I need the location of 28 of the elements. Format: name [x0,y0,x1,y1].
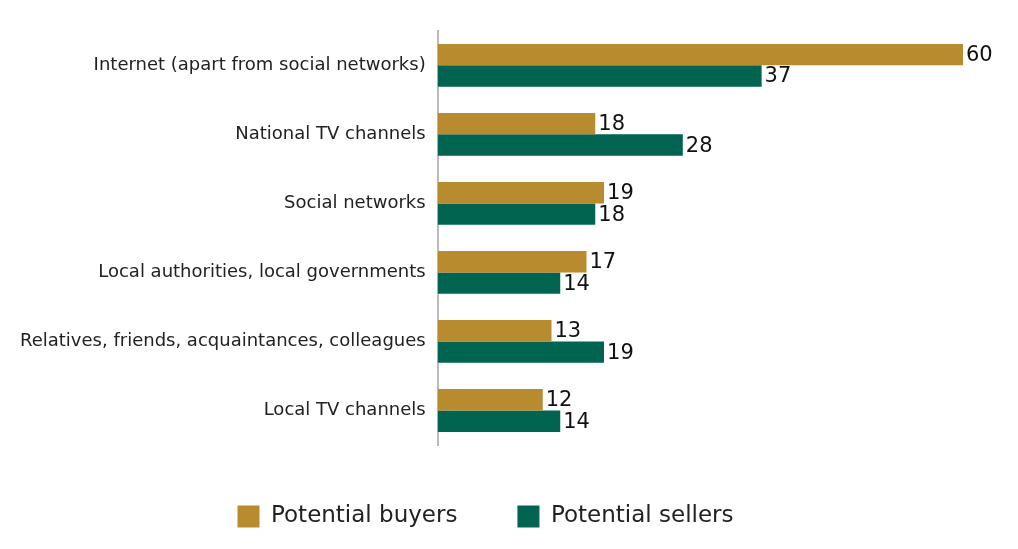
bar [437,272,561,294]
bar [437,43,963,66]
bar [437,389,543,411]
y-tick-label: Internet (apart from social networks) [93,52,426,74]
y-tick-label: Social networks [284,191,426,213]
data-label: 37 [764,63,792,88]
bar [437,341,605,363]
legend-label: Potential buyers [270,501,458,528]
y-tick-label: Local TV channels [263,398,426,420]
y-tick-label: Local authorities, local governments [98,260,426,282]
data-label: 14 [563,270,590,295]
bar [437,181,605,204]
y-tick-label: Relatives, friends, acquaintances, colleagues [20,329,426,351]
data-label: 17 [589,249,617,274]
bar [437,203,596,225]
bar [437,112,596,135]
bar [437,320,552,342]
bar [437,251,587,273]
bar [437,134,683,156]
data-label: 18 [598,111,625,136]
data-label: 60 [966,42,993,67]
data-label: 28 [685,132,713,157]
data-label: 13 [554,318,582,343]
data-label: 19 [607,339,634,364]
bar [437,65,762,87]
y-tick-label: National TV channels [235,122,426,144]
bar [437,410,561,432]
legend-label: Potential sellers [550,501,734,528]
